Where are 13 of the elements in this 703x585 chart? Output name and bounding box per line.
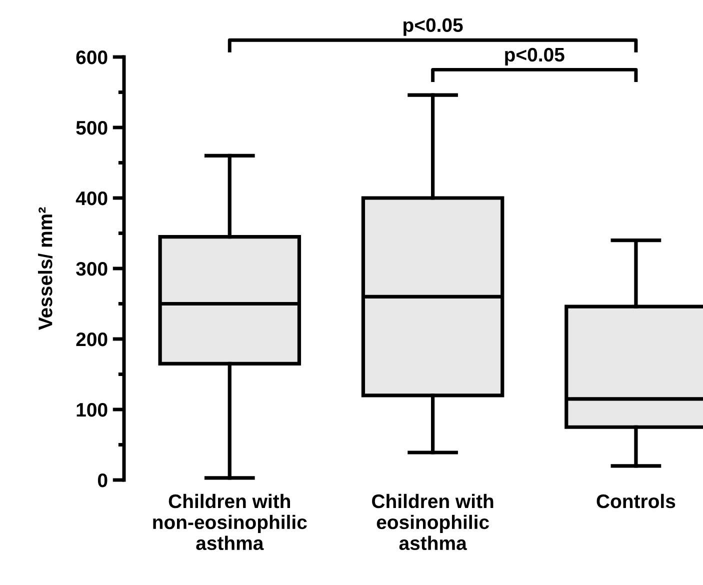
y-tick-label: 100: [76, 402, 108, 417]
text: p<0.05: [404, 18, 463, 36]
y-tick-label: 200: [76, 332, 108, 346]
x-tick-label: Controls: [596, 494, 676, 508]
y-tick-label: 600: [76, 50, 108, 64]
y-tick-label: 300: [76, 262, 108, 276]
y-tick-label: 500: [76, 120, 108, 135]
y-tick-label: 0: [98, 473, 108, 488]
x-tick-label: Children with non-eosinophilic asthma: [153, 494, 307, 550]
annotation: p<0.05: [505, 48, 564, 66]
y-axis-title: Vessels/ mm²: [38, 207, 52, 330]
y-tick-label: 400: [76, 191, 108, 206]
x-tick-label: Children with eosinophilic asthma: [372, 494, 494, 550]
